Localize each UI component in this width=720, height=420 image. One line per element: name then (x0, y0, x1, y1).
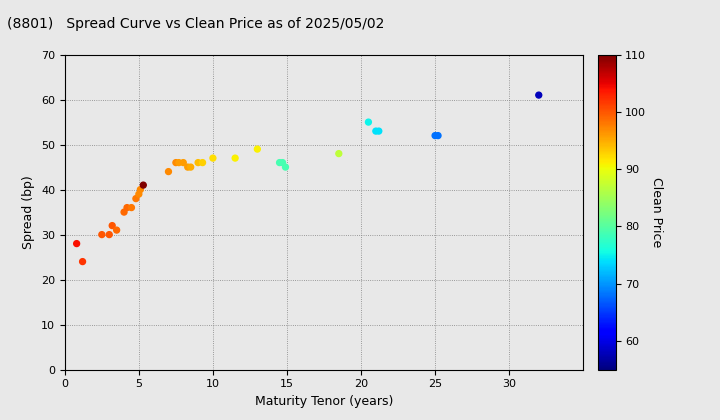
Point (173, 159, 184, 166)
Point (170, 159, 181, 166)
Point (135, 186, 146, 193)
Point (121, 204, 132, 211)
Point (71, 240, 82, 247)
Point (163, 168, 174, 175)
Point (118, 209, 130, 215)
Point (111, 227, 122, 234)
Point (96, 231, 107, 238)
Point (197, 159, 208, 166)
Point (77, 258, 89, 265)
Point (185, 164, 197, 171)
Point (333, 150, 345, 157)
Point (363, 119, 374, 126)
Point (138, 182, 149, 189)
Point (192, 159, 204, 166)
Point (133, 191, 145, 197)
Point (533, 92, 544, 98)
Point (276, 159, 288, 166)
Point (107, 222, 118, 229)
Point (251, 146, 263, 152)
Point (104, 231, 115, 238)
Y-axis label: Spread (bp): Spread (bp) (22, 175, 35, 249)
Point (274, 159, 285, 166)
Point (432, 132, 444, 139)
Point (182, 164, 194, 171)
Point (130, 195, 142, 202)
Point (126, 204, 138, 211)
Point (207, 155, 219, 161)
X-axis label: Maturity Tenor (years): Maturity Tenor (years) (255, 395, 393, 408)
Point (230, 155, 241, 161)
Text: (8801)   Spread Curve vs Clean Price as of 2025/05/02: (8801) Spread Curve vs Clean Price as of… (7, 17, 384, 31)
Y-axis label: Clean Price: Clean Price (650, 177, 663, 247)
Point (178, 159, 189, 166)
Point (280, 164, 292, 171)
Point (373, 128, 384, 134)
Point (429, 132, 441, 139)
Point (370, 128, 382, 134)
